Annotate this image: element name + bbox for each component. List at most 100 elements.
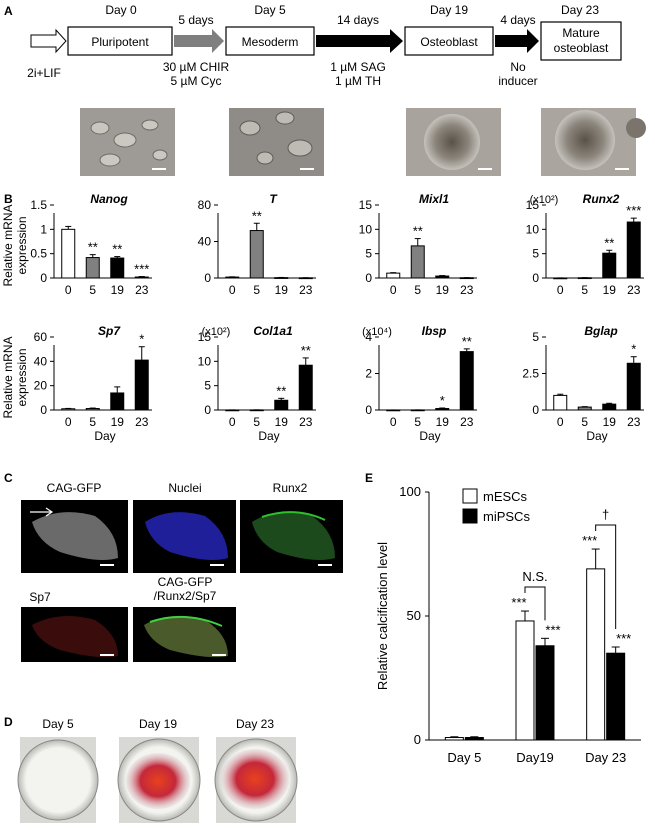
stage-label: Pluripotent — [91, 35, 149, 49]
interval-arrow-icon — [316, 29, 403, 53]
image-sp7 — [21, 607, 128, 662]
x-tick-label: 19 — [111, 283, 125, 297]
x-tick-label: 19 — [436, 283, 450, 297]
axis-multiplier: (x10²) — [202, 326, 231, 338]
y-axis-label: expression — [15, 216, 29, 274]
y-tick-label: 0 — [365, 271, 372, 285]
x-tick-label: 0 — [229, 415, 236, 429]
bar — [586, 568, 606, 741]
stage-label-mature: Mature osteoblast — [554, 26, 609, 55]
panel-b-letter: B — [4, 192, 13, 206]
y-tick-label: 0 — [532, 403, 539, 417]
stage-box — [67, 26, 173, 56]
start-condition: 2i+LIF — [27, 66, 61, 80]
significance-label: ** — [462, 334, 472, 349]
y-tick-label: 0 — [40, 271, 47, 285]
chart-title: Sp7 — [98, 324, 121, 338]
condition-label: No inducer — [498, 60, 537, 88]
x-axis-label: Day — [419, 429, 440, 443]
y-tick-label: 10 — [526, 222, 540, 236]
bar — [110, 392, 125, 411]
interval-label: 14 days — [337, 13, 379, 27]
bar — [410, 245, 425, 279]
y-tick-label: 2 — [365, 367, 372, 381]
x-tick-label: 0 — [557, 415, 564, 429]
x-tick-label: 5 — [253, 283, 260, 297]
image-label: CAG-GFP — [47, 481, 102, 495]
image-label: Runx2 — [273, 481, 308, 495]
y-tick-label: 4 — [365, 330, 372, 344]
chart-title: Mixl1 — [419, 192, 449, 206]
x-tick-label: 5 — [414, 283, 421, 297]
bar-chart: Mixl1 0 5 10 15 0 ** 5 19 23 — [359, 192, 477, 297]
y-tick-label: 5 — [365, 247, 372, 261]
panel-c-letter: C — [4, 471, 13, 485]
image-merge — [133, 607, 236, 662]
calcification-chart: 0 50 100 Relative calcification level Day 5 *… — [375, 484, 641, 765]
day-label: Day 23 — [561, 3, 599, 17]
micrograph-day19 — [406, 108, 501, 176]
y-tick-label: 2.5 — [522, 367, 539, 381]
significance-label: *** — [616, 631, 631, 646]
day-label: Day 0 — [105, 3, 137, 17]
x-tick-label: 23 — [135, 415, 149, 429]
significance-label: *** — [582, 533, 597, 548]
image-label: Nuclei — [168, 481, 201, 495]
x-tick-label: 5 — [581, 283, 588, 297]
axis-multiplier: (x10⁴) — [362, 326, 392, 338]
bar — [85, 408, 100, 411]
stage-box — [225, 26, 315, 56]
chart-title: Bglap — [584, 324, 617, 338]
y-tick-label: 5 — [204, 379, 211, 393]
stage-box — [540, 21, 622, 61]
panel-d-wells: Day 5 Day 19 Day 23 — [17, 717, 298, 823]
significance-label: ** — [276, 383, 286, 398]
significance-label: *** — [626, 203, 641, 218]
interval-arrow-icon — [174, 29, 224, 53]
x-tick-label: 0 — [390, 283, 397, 297]
bar — [444, 737, 464, 741]
well-day5 — [17, 737, 99, 823]
x-tick-label: 23 — [460, 283, 474, 297]
significance-label: ** — [604, 235, 614, 250]
y-tick-label: 0 — [365, 403, 372, 417]
start-arrow-icon — [30, 28, 67, 54]
legend-label: mESCs — [483, 489, 528, 504]
bar — [85, 257, 100, 279]
chart-title: Col1a1 — [253, 324, 293, 338]
legend-swatch — [462, 488, 478, 504]
panel-a-timeline: Day 0 Day 5 Day 19 Day 23 2i+LIF Pluripo… — [27, 3, 646, 176]
x-tick-label: 0 — [65, 283, 72, 297]
y-tick-label: 1 — [40, 222, 47, 236]
x-tick-label: 19 — [111, 415, 125, 429]
well-day19 — [117, 737, 201, 823]
bar — [61, 228, 76, 279]
significance-label: * — [631, 342, 636, 357]
x-axis-label: Day — [94, 429, 115, 443]
bar — [274, 399, 289, 411]
bar — [606, 652, 626, 741]
panel-c-images: CAG-GFP Nuclei Runx2 Sp7 CAG-GFP/Runx2/S… — [21, 481, 343, 662]
bar-chart: Bglap 0 2.5 5 0 5 19 * 23 Day — [522, 324, 644, 443]
micrograph-day0 — [80, 108, 175, 176]
x-tick-label: 23 — [627, 283, 641, 297]
well-label: Day 23 — [236, 717, 274, 731]
bar — [515, 620, 535, 741]
y-tick-label: 15 — [359, 198, 373, 212]
bar — [298, 364, 313, 411]
image-nuclei — [133, 500, 236, 573]
axis-multiplier: (x10²) — [530, 194, 559, 206]
x-tick-label: 5 — [89, 415, 96, 429]
significance-label: *** — [545, 622, 560, 637]
significance-label: * — [440, 393, 445, 408]
x-tick-label: 23 — [627, 415, 641, 429]
bar — [435, 275, 450, 279]
bar-chart: Sp7 0 20 40 60 0 5 19 * 23 Day Relative mRNA express… — [1, 324, 152, 443]
x-tick-label: 0 — [229, 283, 236, 297]
image-runx2 — [240, 500, 343, 573]
y-axis-label: expression — [15, 348, 29, 406]
panel-a-letter: A — [4, 4, 13, 18]
x-tick-label: 5 — [89, 283, 96, 297]
x-tick-label: 19 — [275, 283, 289, 297]
significance-label: ** — [112, 242, 122, 257]
